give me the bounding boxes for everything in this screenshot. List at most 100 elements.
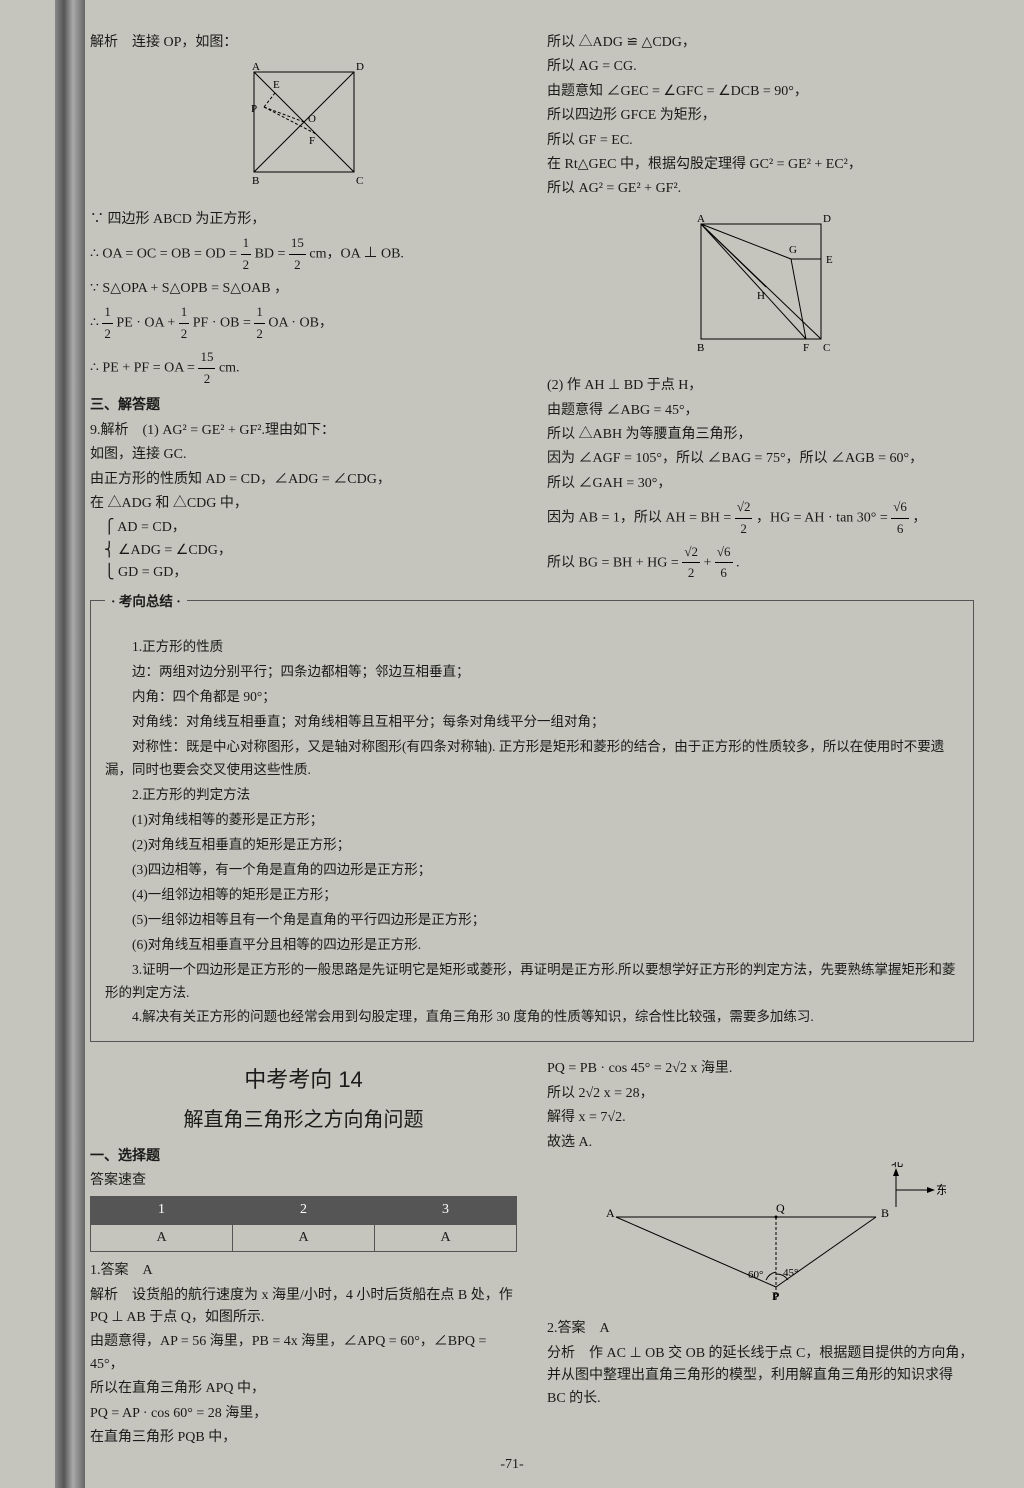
text: 1.答案 A <box>90 1260 517 1282</box>
text: 所以 BG = BH + HG = √22 + √66 . <box>547 542 974 585</box>
svg-text:A: A <box>252 62 260 73</box>
svg-text:45°: 45° <box>783 1267 798 1279</box>
upper-columns: 解析 连接 OP，如图： A D B C E P O F ∵ 四边形 ABCD … <box>90 30 974 586</box>
svg-text:E: E <box>273 79 280 91</box>
figure-square-2: A D B C E F G H <box>547 209 974 367</box>
table-cell: 2 <box>233 1197 375 1224</box>
text: 内角：四个角都是 90°； <box>105 686 959 709</box>
svg-text:60°: 60° <box>748 1269 763 1281</box>
svg-text:O: O <box>308 113 316 125</box>
text: 由正方形的性质知 AD = CD，∠ADG = ∠CDG， <box>90 469 517 491</box>
svg-text:D: D <box>356 62 364 73</box>
text: 所以 AG² = GE² + GF². <box>547 178 974 200</box>
text: 所以四边形 GFCE 为矩形， <box>547 105 974 127</box>
svg-text:B: B <box>881 1206 889 1220</box>
text: 因为 AB = 1，所以 AH = BH = √22 ，HG = AH · ta… <box>547 497 974 540</box>
text: 所以 △ADG ≌ △CDG， <box>547 32 974 54</box>
table-row: A A A <box>91 1224 517 1251</box>
svg-text:E: E <box>826 254 833 266</box>
text: ∴ PE + PF = OA = 152 cm. <box>90 347 517 390</box>
right-column: 所以 △ADG ≌ △CDG， 所以 AG = CG. 由题意知 ∠GEC = … <box>547 30 974 586</box>
page-number: -71- <box>0 1454 1024 1476</box>
svg-text:C: C <box>356 175 363 187</box>
left-column: 解析 连接 OP，如图： A D B C E P O F ∵ 四边形 ABCD … <box>90 30 517 586</box>
svg-text:B: B <box>697 342 704 354</box>
table-cell: A <box>233 1224 375 1251</box>
section-heading: 一、选择题 <box>90 1146 517 1168</box>
exam-subtitle: 解直角三角形之方向角问题 <box>90 1104 517 1136</box>
text: PQ = PB · cos 45° = 2√2 x 海里. <box>547 1058 974 1080</box>
svg-text:东: 东 <box>936 1183 946 1197</box>
text: (5)一组邻边相等且有一个角是直角的平行四边形是正方形； <box>105 909 959 932</box>
text: 解得 x = 7√2. <box>547 1107 974 1129</box>
text: 由题意得，AP = 56 海里，PB = 4x 海里，∠APQ = 60°，∠B… <box>90 1331 517 1376</box>
text: 所以 GF = EC. <box>547 130 974 152</box>
text: 因为 ∠AGF = 105°，所以 ∠BAG = 75°，所以 ∠AGB = 6… <box>547 448 974 470</box>
text: 所以在直角三角形 APQ 中， <box>90 1378 517 1400</box>
table-row: 1 2 3 <box>91 1197 517 1224</box>
text: 对角线：对角线互相垂直；对角线相等且互相平分；每条对角线平分一组对角； <box>105 711 959 734</box>
text: 1.正方形的性质 <box>105 636 959 659</box>
text: 故选 A. <box>547 1132 974 1154</box>
text: 答案速查 <box>90 1170 517 1192</box>
text: PQ = AP · cos 60° = 28 海里， <box>90 1403 517 1425</box>
text: (3)四边相等，有一个角是直角的四边形是正方形； <box>105 859 959 882</box>
answer-table: 1 2 3 A A A <box>90 1196 517 1252</box>
text: 如图，连接 GC. <box>90 444 517 466</box>
lower-right-column: PQ = PB · cos 45° = 2√2 x 海里. 所以 2√2 x =… <box>547 1056 974 1451</box>
text: (2) 作 AH ⊥ BD 于点 H， <box>547 375 974 397</box>
text: 分析 作 AC ⊥ OB 交 OB 的延长线于点 C，根据题目提供的方向角，并从… <box>547 1343 974 1410</box>
text: ∴ OA = OC = OB = OD = 12 BD = 152 cm，OA … <box>90 233 517 276</box>
text: (1)对角线相等的菱形是正方形； <box>105 809 959 832</box>
text: (2)对角线互相垂直的矩形是正方形； <box>105 834 959 857</box>
text: 在直角三角形 PQB 中， <box>90 1427 517 1449</box>
text: ∴ 12 PE · OA + 12 PF · OB = 12 OA · OB， <box>90 302 517 345</box>
text: 所以 ∠GAH = 30°， <box>547 473 974 495</box>
text: 解析 设货船的航行速度为 x 海里/小时，4 小时后货船在点 B 处，作 PQ … <box>90 1285 517 1330</box>
text: (4)一组邻边相等的矩形是正方形； <box>105 884 959 907</box>
text: 由题意得 ∠ABG = 45°， <box>547 400 974 422</box>
text: 在 Rt△GEC 中，根据勾股定理得 GC² = GE² + EC²， <box>547 154 974 176</box>
svg-text:C: C <box>823 342 830 354</box>
text: 由题意知 ∠GEC = ∠GFC = ∠DCB = 90°， <box>547 81 974 103</box>
text: 3.证明一个四边形是正方形的一般思路是先证明它是矩形或菱形，再证明是正方形.所以… <box>105 959 959 1005</box>
svg-text:P: P <box>772 1289 779 1302</box>
text: 在 △ADG 和 △CDG 中， <box>90 493 517 515</box>
text: 2.答案 A <box>547 1318 974 1340</box>
section-heading: 三、解答题 <box>90 395 517 417</box>
text: ∵ 四边形 ABCD 为正方形， <box>90 209 517 231</box>
table-cell: 1 <box>91 1197 233 1224</box>
svg-text:Q: Q <box>776 1201 785 1215</box>
svg-text:北: 北 <box>891 1162 903 1169</box>
text: 9.解析 (1) AG² = GE² + GF².理由如下： <box>90 420 517 442</box>
text: 所以 △ABH 为等腰直角三角形， <box>547 424 974 446</box>
svg-text:B: B <box>252 175 259 187</box>
text: 解析 连接 OP，如图： <box>90 32 517 54</box>
svg-text:A: A <box>606 1206 615 1220</box>
text: 对称性：既是中心对称图形，又是轴对称图形(有四条对称轴). 正方形是矩形和菱形的… <box>105 736 959 782</box>
text: 所以 AG = CG. <box>547 56 974 78</box>
text: ⎧ AD = CD， ⎨ ∠ADG = ∠CDG， ⎩ GD = GD， <box>90 517 517 584</box>
svg-text:F: F <box>309 135 315 147</box>
svg-text:G: G <box>789 244 797 256</box>
text: 2.正方形的判定方法 <box>105 784 959 807</box>
table-cell: 3 <box>375 1197 517 1224</box>
text: ∵ S△OPA + S△OPB = S△OAB ， <box>90 278 517 300</box>
svg-text:A: A <box>697 213 705 225</box>
svg-text:H: H <box>757 290 765 302</box>
exam-title: 中考考向 14 <box>90 1062 517 1097</box>
table-cell: A <box>375 1224 517 1251</box>
summary-label: · 考向总结 · <box>105 594 187 609</box>
svg-text:F: F <box>803 342 809 354</box>
figure-square-1: A D B C E P O F <box>90 62 517 200</box>
svg-text:P: P <box>251 103 257 115</box>
text: 所以 2√2 x = 28， <box>547 1083 974 1105</box>
table-cell: A <box>91 1224 233 1251</box>
lower-columns: 中考考向 14 解直角三角形之方向角问题 一、选择题 答案速查 1 2 3 A … <box>90 1056 974 1451</box>
text: 4.解决有关正方形的问题也经常会用到勾股定理，直角三角形 30 度角的性质等知识… <box>105 1006 959 1029</box>
svg-text:D: D <box>823 213 831 225</box>
figure-compass-triangle: 北 东 A B Q P 60° 45° <box>547 1162 974 1310</box>
text: 边：两组对边分别平行；四条边都相等；邻边互相垂直； <box>105 661 959 684</box>
text: (6)对角线互相垂直平分且相等的四边形是正方形. <box>105 934 959 957</box>
summary-box: · 考向总结 · 1.正方形的性质 边：两组对边分别平行；四条边都相等；邻边互相… <box>90 600 974 1042</box>
